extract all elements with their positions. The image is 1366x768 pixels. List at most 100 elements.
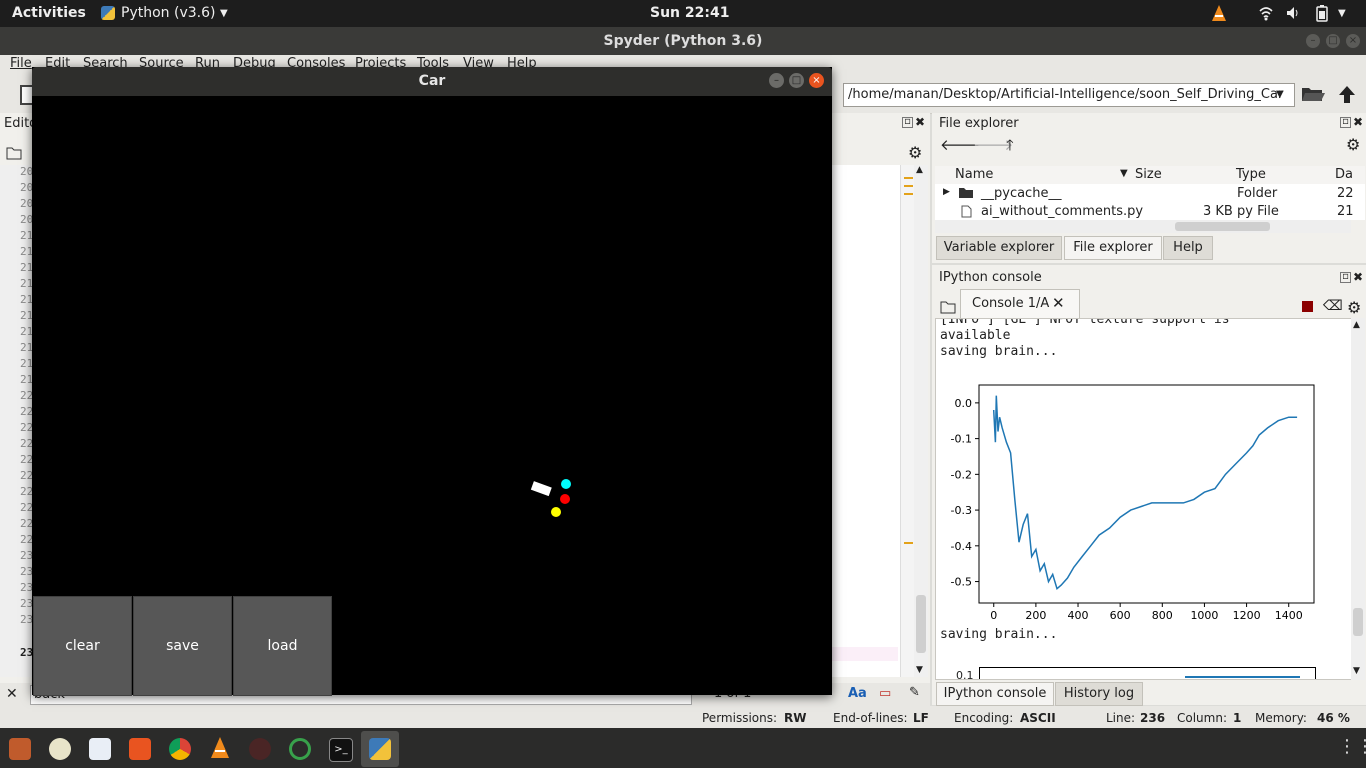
car-window[interactable] (32, 67, 832, 695)
editor-browse-tabs-icon[interactable] (6, 146, 22, 160)
warning-marker[interactable] (904, 177, 913, 179)
system-menu-chevron-icon[interactable]: ▼ (1338, 8, 1346, 19)
files-app-icon[interactable] (9, 738, 31, 760)
line-value: 236 (1140, 711, 1166, 725)
line-number: 21 (20, 309, 34, 322)
spider-app-icon[interactable] (249, 738, 271, 760)
y-ticks: 0.0 -0.1 -0.2 -0.3 -0.4 -0.5 (951, 397, 979, 589)
ipython-console-output[interactable]: [INFO ] [GL ] NPOT texture support is av… (935, 318, 1353, 680)
scroll-up-icon[interactable]: ▲ (916, 165, 923, 175)
tab-variable-explorer[interactable]: Variable explorer (936, 236, 1062, 260)
editor-scrollbar[interactable]: ▲ ▼ (914, 165, 928, 677)
volume-icon[interactable] (1285, 5, 1301, 21)
tab-help[interactable]: Help (1163, 236, 1213, 260)
forward-arrow-icon[interactable]: 🡒 (973, 136, 1014, 154)
save-button[interactable]: save (133, 596, 232, 696)
working-directory-combobox[interactable]: /home/manan/Desktop/Artificial-Intellige… (843, 83, 1295, 107)
column-type[interactable]: Type (1236, 167, 1266, 182)
parent-directory-icon[interactable] (1336, 83, 1358, 105)
warning-marker[interactable] (904, 542, 913, 544)
back-arrow-icon[interactable]: 🡐 (940, 136, 981, 154)
car-window-titlebar[interactable]: Car – □ × (32, 67, 832, 96)
tab-console-1a[interactable]: Console 1/A ✕ (960, 289, 1080, 318)
scroll-down-icon[interactable]: ▼ (1353, 666, 1360, 676)
console-scrollbar-thumb[interactable] (1353, 608, 1363, 636)
battery-icon[interactable] (1314, 4, 1330, 22)
scroll-down-icon[interactable]: ▼ (916, 665, 923, 675)
stop-kernel-icon[interactable] (1302, 301, 1313, 312)
find-close-icon[interactable]: ✕ (6, 686, 18, 702)
column-date[interactable]: Da (1335, 167, 1353, 182)
line-label: Line: (1106, 711, 1136, 725)
table-row[interactable]: ai_without_comments.py 3 KB py File 21 (935, 202, 1354, 220)
column-name[interactable]: Name (955, 167, 994, 182)
case-sensitive-icon[interactable]: Aa (848, 686, 867, 701)
rhythmbox-icon[interactable] (49, 738, 71, 760)
editor-options-gear-icon[interactable]: ⚙ (908, 143, 923, 162)
maximize-icon[interactable]: □ (1326, 34, 1340, 48)
tab-ipython-console[interactable]: IPython console (936, 682, 1054, 706)
close-console-tab-icon[interactable]: ✕ (1052, 294, 1065, 312)
console-options-gear-icon[interactable]: ⚙ (1347, 298, 1362, 317)
line-number-gutter: 20 20 20 20 21 21 21 21 21 21 21 21 21 2… (0, 165, 36, 677)
software-center-icon[interactable] (129, 738, 151, 760)
editor-undock-icon[interactable]: ▫ (902, 117, 913, 128)
encoding-label: Encoding: (954, 711, 1014, 725)
warning-marker[interactable] (904, 185, 913, 187)
refresh-app-icon[interactable] (289, 738, 311, 760)
fe-options-gear-icon[interactable]: ⚙ (1346, 135, 1361, 154)
app-menu-chevron-icon[interactable]: ▼ (220, 8, 228, 19)
show-applications-icon[interactable]: ⋮⋮ (1338, 736, 1366, 757)
column-size[interactable]: Size (1135, 167, 1162, 182)
line-number: 22 (20, 405, 34, 418)
clear-console-icon[interactable]: ⌫ (1323, 298, 1343, 314)
line-number: 21 (20, 341, 34, 354)
tab-history-log[interactable]: History log (1055, 682, 1143, 706)
sort-chevron-icon[interactable]: ▼ (1120, 168, 1128, 179)
whole-word-icon[interactable]: ▭ (879, 686, 892, 701)
minimize-icon[interactable]: – (1306, 34, 1320, 48)
scrollbar-thumb[interactable] (1175, 222, 1270, 231)
expand-arrow-icon[interactable]: ▶ (943, 187, 950, 197)
console-close-pane-icon[interactable]: ✖ (1353, 270, 1364, 284)
warning-marker[interactable] (904, 193, 913, 195)
y-tick-label: -0.2 (951, 468, 972, 481)
editor-close-pane-icon[interactable]: ✖ (915, 115, 926, 129)
terminal-icon[interactable]: >_ (329, 738, 353, 762)
x-tick-label: 1200 (1233, 609, 1261, 619)
file-type: py File (1237, 204, 1279, 219)
fe-close-pane-icon[interactable]: ✖ (1353, 115, 1364, 129)
table-row[interactable]: ▶ __pycache__ Folder 22 (935, 184, 1354, 202)
menu-file[interactable]: File (10, 56, 32, 71)
car-minimize-icon[interactable]: – (769, 73, 784, 88)
app-menu[interactable]: Python (v3.6) (121, 5, 216, 21)
up-arrow-icon[interactable]: 🡑 (1006, 136, 1014, 154)
tab-file-explorer[interactable]: File explorer (1064, 236, 1162, 260)
clock[interactable]: Sun 22:41 (650, 5, 730, 21)
scroll-up-icon[interactable]: ▲ (1353, 320, 1360, 330)
fe-undock-icon[interactable]: ▫ (1340, 117, 1351, 128)
car-close-icon[interactable]: × (809, 73, 824, 88)
console-browse-tabs-icon[interactable] (940, 300, 956, 314)
vlc-tray-icon[interactable] (1209, 3, 1229, 23)
activities-button[interactable]: Activities (12, 5, 86, 21)
highlight-matches-icon[interactable]: ✎ (909, 685, 920, 700)
chrome-icon[interactable] (169, 738, 191, 760)
console-scrollbar[interactable]: ▲ ▼ (1351, 318, 1365, 680)
line-number: 22 (20, 501, 34, 514)
path-dropdown-chevron-icon[interactable]: ▼ (1276, 89, 1284, 100)
browse-folder-icon[interactable] (1300, 84, 1326, 104)
vlc-icon[interactable] (209, 736, 231, 760)
close-icon[interactable]: × (1346, 34, 1360, 48)
editor-scrollbar-thumb[interactable] (916, 595, 926, 653)
car-maximize-icon[interactable]: □ (789, 73, 804, 88)
wifi-icon[interactable] (1258, 5, 1274, 21)
console-undock-icon[interactable]: ▫ (1340, 272, 1351, 283)
python-dock-icon[interactable] (369, 738, 391, 760)
document-viewer-icon[interactable] (89, 738, 111, 760)
clear-button[interactable]: clear (33, 596, 132, 696)
load-button[interactable]: load (233, 596, 332, 696)
line-number: 20 (20, 181, 34, 194)
fe-horizontal-scrollbar[interactable] (935, 220, 1351, 233)
eol-label: End-of-lines: (833, 711, 908, 725)
